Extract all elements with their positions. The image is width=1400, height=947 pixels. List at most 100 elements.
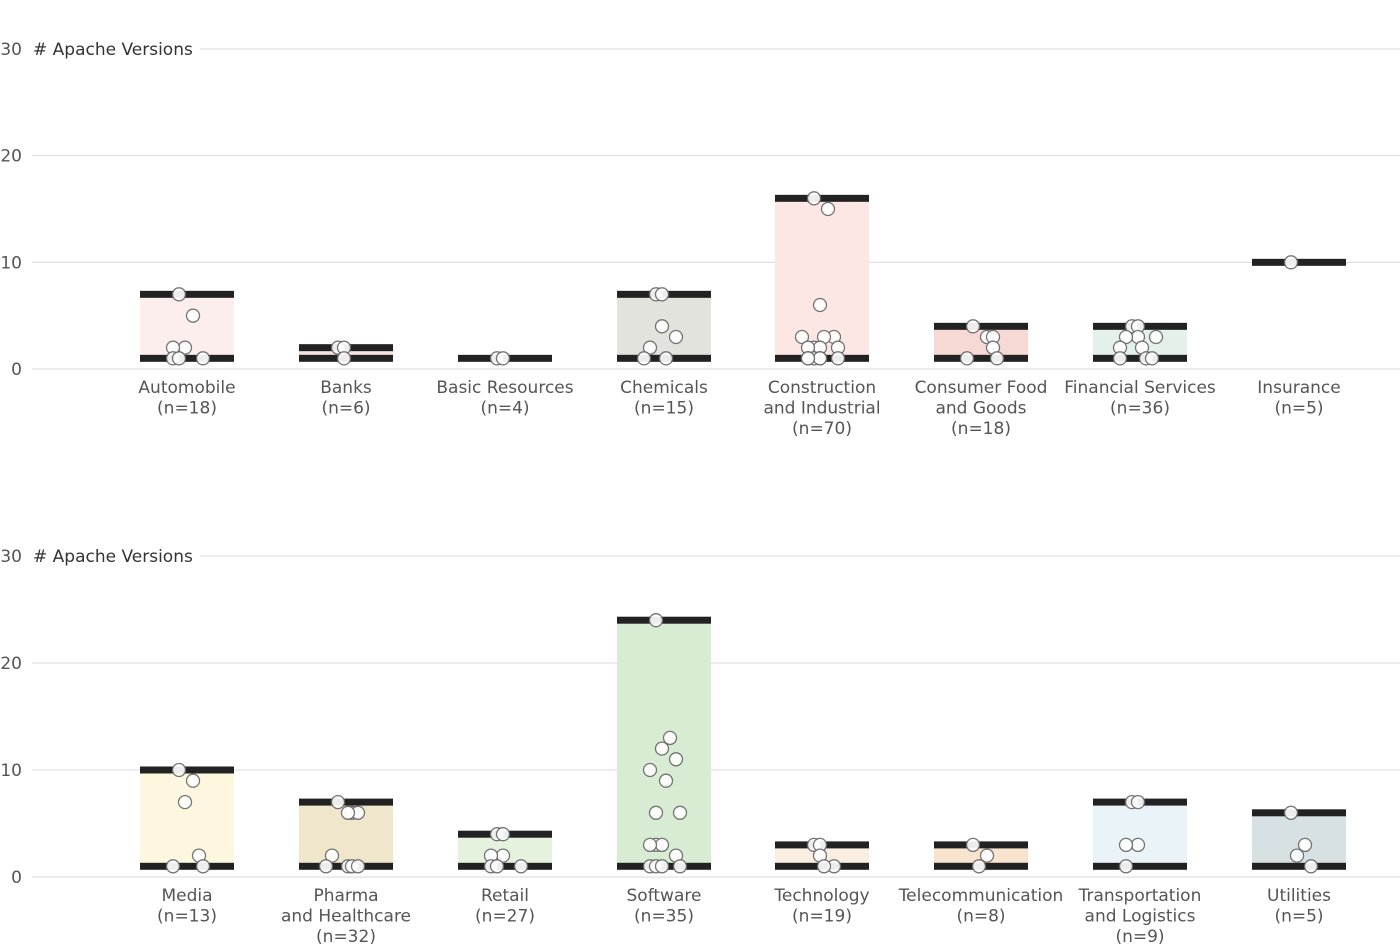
y-tick-label: 10 (0, 761, 22, 781)
x-category-label: Automobile (138, 378, 235, 398)
min-bar (934, 354, 1028, 362)
x-category-label: (n=15) (634, 399, 694, 419)
x-category-label: Telecommunication (898, 886, 1064, 906)
data-point (636, 351, 652, 366)
data-point (658, 773, 674, 788)
category-group: Retail(n=27) (458, 827, 552, 927)
range-box (140, 770, 234, 867)
data-point (1118, 329, 1134, 345)
range-box (1093, 802, 1187, 867)
data-point (800, 351, 816, 366)
data-point (648, 805, 664, 820)
data-point (330, 794, 346, 810)
x-category-label: (n=18) (951, 419, 1011, 439)
x-category-label: (n=6) (321, 399, 370, 419)
range-box (934, 326, 1028, 359)
data-point (1118, 837, 1134, 853)
y-axis-title: # Apache Versions (33, 547, 193, 567)
data-point (171, 762, 187, 778)
max-bar (140, 290, 234, 298)
min-bar (1252, 862, 1346, 870)
data-point (654, 741, 670, 756)
category-group: Telecommunication(n=8) (898, 837, 1064, 927)
x-category-label: (n=4) (480, 399, 529, 419)
data-point (816, 859, 832, 874)
data-point (1283, 805, 1299, 820)
data-point (642, 340, 658, 355)
data-point (642, 762, 658, 778)
x-category-label: and Healthcare (281, 907, 411, 927)
category-group: Chemicals(n=15) (617, 287, 711, 419)
x-category-label: Construction (768, 378, 876, 398)
x-category-label: Financial Services (1064, 378, 1216, 398)
data-point (195, 351, 211, 366)
data-point (989, 351, 1005, 366)
data-point (668, 329, 684, 345)
max-bar (1252, 809, 1346, 817)
data-point (812, 297, 828, 313)
data-point (324, 848, 340, 863)
x-category-label: (n=35) (634, 907, 694, 927)
x-category-label: (n=5) (1274, 399, 1323, 419)
data-point (794, 329, 810, 345)
data-point (1112, 351, 1128, 366)
category-group: Technology(n=19) (773, 837, 870, 927)
x-category-label: (n=5) (1274, 907, 1323, 927)
x-category-label: (n=18) (157, 399, 217, 419)
data-point (495, 827, 511, 842)
y-tick-label: 20 (0, 147, 22, 167)
x-category-label: (n=8) (956, 907, 1005, 927)
data-point (165, 859, 181, 874)
data-point (658, 351, 674, 366)
data-point (1130, 837, 1146, 853)
x-category-label: and Industrial (763, 399, 880, 419)
data-point (979, 848, 995, 863)
data-point (654, 287, 670, 302)
category-group: Financial Services(n=36) (1064, 319, 1216, 419)
category-group: Basic Resources(n=4) (436, 351, 574, 419)
x-category-label: (n=70) (792, 419, 852, 439)
min-bar (140, 862, 234, 870)
min-bar (140, 354, 234, 362)
max-bar (934, 322, 1028, 330)
data-point (350, 859, 366, 874)
x-category-label: Media (161, 886, 212, 906)
chart-panel-2: 0 10 20 30 # Apache Versions Media(n=13) Pharm… (0, 547, 1400, 947)
data-point (1130, 794, 1146, 810)
x-category-label: Basic Resources (436, 378, 573, 398)
y-tick-label: 0 (11, 360, 22, 380)
data-point (668, 752, 684, 767)
data-point (1148, 329, 1164, 345)
x-category-label: Insurance (1257, 378, 1340, 398)
max-bar (1252, 258, 1346, 266)
data-point (171, 287, 187, 302)
data-point (672, 859, 688, 874)
x-category-label: (n=32) (316, 927, 376, 947)
x-category-label: Technology (773, 886, 869, 906)
data-point (642, 837, 658, 853)
data-point (672, 805, 688, 820)
data-point (830, 351, 846, 366)
max-bar (140, 766, 234, 774)
x-category-label: and Logistics (1085, 907, 1196, 927)
x-category-label: Chemicals (620, 378, 708, 398)
min-bar (1093, 862, 1187, 870)
x-category-label: Transportation (1078, 886, 1202, 906)
data-point (654, 319, 670, 334)
data-point (185, 773, 201, 788)
data-point (806, 191, 822, 206)
y-axis-title: # Apache Versions (33, 40, 193, 60)
data-point (336, 351, 352, 366)
y-tick-label: 10 (0, 253, 22, 273)
max-bar (299, 798, 393, 806)
data-point (489, 859, 505, 874)
category-group: Utilities(n=5) (1252, 805, 1346, 927)
data-point (654, 837, 670, 853)
data-point (812, 351, 828, 366)
data-point (318, 859, 334, 874)
x-category-label: Consumer Food (915, 378, 1048, 398)
data-point (1297, 837, 1313, 853)
